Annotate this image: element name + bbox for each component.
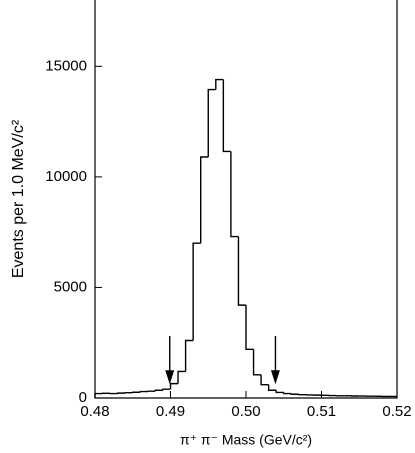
histogram-bin <box>290 393 299 395</box>
x-tick-label: 0.52 <box>382 403 411 420</box>
histogram-bin <box>154 389 163 392</box>
y-tick-label: 15000 <box>45 57 87 74</box>
x-tick-label: 0.48 <box>80 403 109 420</box>
histogram-bin <box>184 339 194 372</box>
histogram-bin <box>94 392 103 398</box>
y-tick-label: 0 <box>79 389 87 406</box>
histogram-bin <box>245 305 254 351</box>
histogram-bin <box>267 384 277 391</box>
histogram-bin <box>230 151 239 238</box>
histogram-bin <box>200 156 209 244</box>
histogram-bin <box>192 242 201 341</box>
histogram-bin <box>260 374 269 386</box>
y-tick-label: 5000 <box>54 278 87 295</box>
arrow <box>270 336 280 385</box>
histogram-bin <box>162 388 171 391</box>
y-axis-label: Events per 1.0 MeV/c² <box>10 119 27 278</box>
arrow <box>165 336 175 385</box>
histogram-bin <box>177 370 186 384</box>
histogram-bin <box>275 390 284 394</box>
y-tick-label: 10000 <box>45 168 87 185</box>
histogram-bin <box>237 236 246 306</box>
histogram-bin <box>215 78 224 90</box>
x-tick-label: 0.49 <box>156 403 185 420</box>
histogram-bin <box>169 382 179 390</box>
histogram-bin <box>283 392 292 395</box>
x-axis-label: π⁺ π⁻ Mass (GeV/c²) <box>180 432 312 448</box>
histogram-bin <box>139 390 148 393</box>
x-tick-label: 0.51 <box>307 403 336 420</box>
histogram-bin <box>222 79 231 153</box>
histogram-bin <box>252 349 262 376</box>
x-tick-label: 0.50 <box>231 403 260 420</box>
histogram-bin <box>207 88 216 157</box>
